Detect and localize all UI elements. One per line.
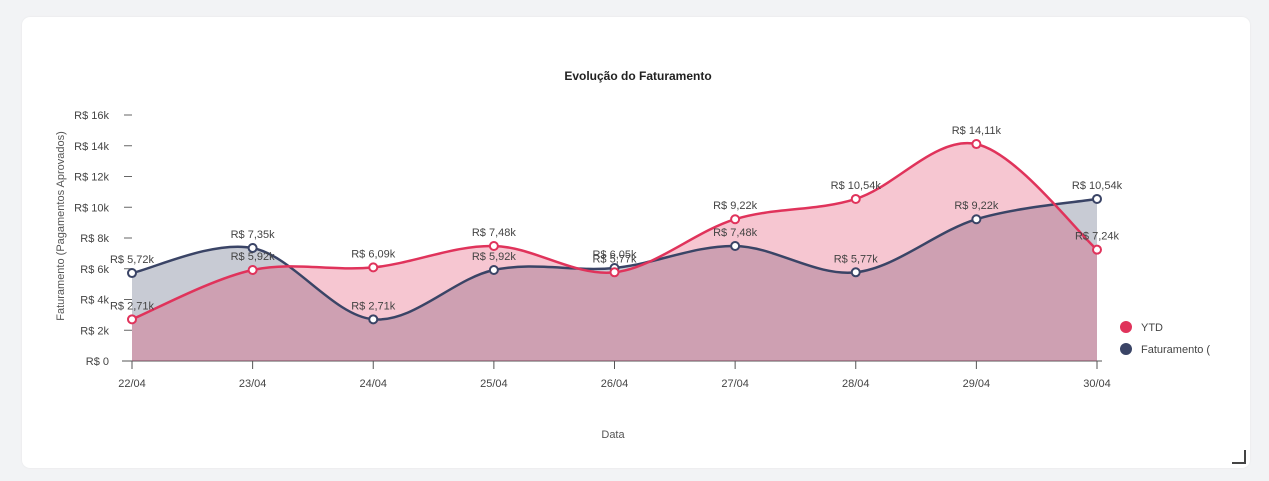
x-tick-label: 25/04 [480,378,508,390]
point-ytd [971,139,982,150]
x-tick-label: 23/04 [239,378,267,390]
point-ytd [730,214,741,225]
point-faturamento [730,240,741,251]
chart-title: Evolução do Faturamento [564,69,711,83]
data-label-faturamento: R$ 2,71k [351,300,396,312]
data-label-ytd: R$ 9,22k [713,200,758,212]
legend-marker [1120,321,1132,333]
data-label-faturamento: R$ 5,77k [834,253,879,265]
data-label-faturamento: R$ 10,54k [1072,180,1123,192]
point-faturamento [368,314,379,325]
point-ytd [488,240,499,251]
y-tick-label: R$ 2k [80,325,109,337]
data-label-faturamento: R$ 9,22k [954,200,999,212]
y-tick-label: R$ 12k [74,172,109,184]
point-ytd [1092,244,1102,255]
y-tick-label: R$ 4k [80,295,109,307]
point-faturamento [247,242,258,253]
point-ytd [368,262,379,273]
data-label-ytd: R$ 5,92k [231,251,276,263]
y-axis-title: Faturamento (Pagamentos Aprovados) [55,131,67,321]
y-tick-label: R$ 10k [74,202,109,214]
point-faturamento [850,267,861,278]
legend-label: YTD [1141,322,1163,334]
legend-label: Faturamento ( [1141,344,1210,356]
data-label-faturamento: R$ 5,92k [472,251,517,263]
x-tick-label: 30/04 [1083,378,1111,390]
point-faturamento [488,264,499,275]
x-tick-label: 22/04 [118,378,146,390]
point-faturamento [127,268,137,279]
point-ytd [609,267,620,278]
legend: YTD Faturamento ( [1120,321,1210,356]
resize-handle[interactable] [1232,450,1246,464]
x-tick-label: 27/04 [721,378,749,390]
chart-card [22,17,1250,468]
data-label-ytd: R$ 7,24k [1075,231,1120,243]
point-faturamento [971,214,982,225]
data-label-faturamento: R$ 7,35k [231,229,276,241]
data-label-faturamento: R$ 7,48k [713,227,758,239]
y-tick-label: R$ 0 [86,356,109,368]
point-ytd [127,314,137,325]
y-tick-label: R$ 16k [74,110,109,122]
area-ytd [132,143,1097,361]
point-ytd [850,193,861,204]
x-tick-label: 26/04 [601,378,629,390]
x-axis-title: Data [601,429,625,441]
data-label-ytd: R$ 5,77k [592,253,637,265]
data-label-faturamento: R$ 5,72k [110,254,155,266]
x-tick-label: 29/04 [963,378,991,390]
x-tick-label: 24/04 [359,378,387,390]
y-tick-label: R$ 6k [80,264,109,276]
data-label-faturamento: R$ 6,05k [592,249,637,261]
data-label-ytd: R$ 7,48k [472,227,517,239]
data-label-ytd: R$ 2,71k [110,300,155,312]
point-ytd [247,264,258,275]
data-label-ytd: R$ 6,09k [351,248,396,260]
y-tick-label: R$ 8k [80,233,109,245]
point-faturamento [1092,193,1102,204]
plot-area: R$ 0 R$ 2k R$ 4k R$ 6k R$ 8k R$ 10k R$ 12k R$ 1… [74,110,1122,390]
x-tick-label: 28/04 [842,378,870,390]
data-label-ytd: R$ 10,54k [831,180,882,192]
legend-marker [1120,343,1132,355]
data-label-ytd: R$ 14,11k [952,125,1002,137]
y-tick-label: R$ 14k [74,141,109,153]
